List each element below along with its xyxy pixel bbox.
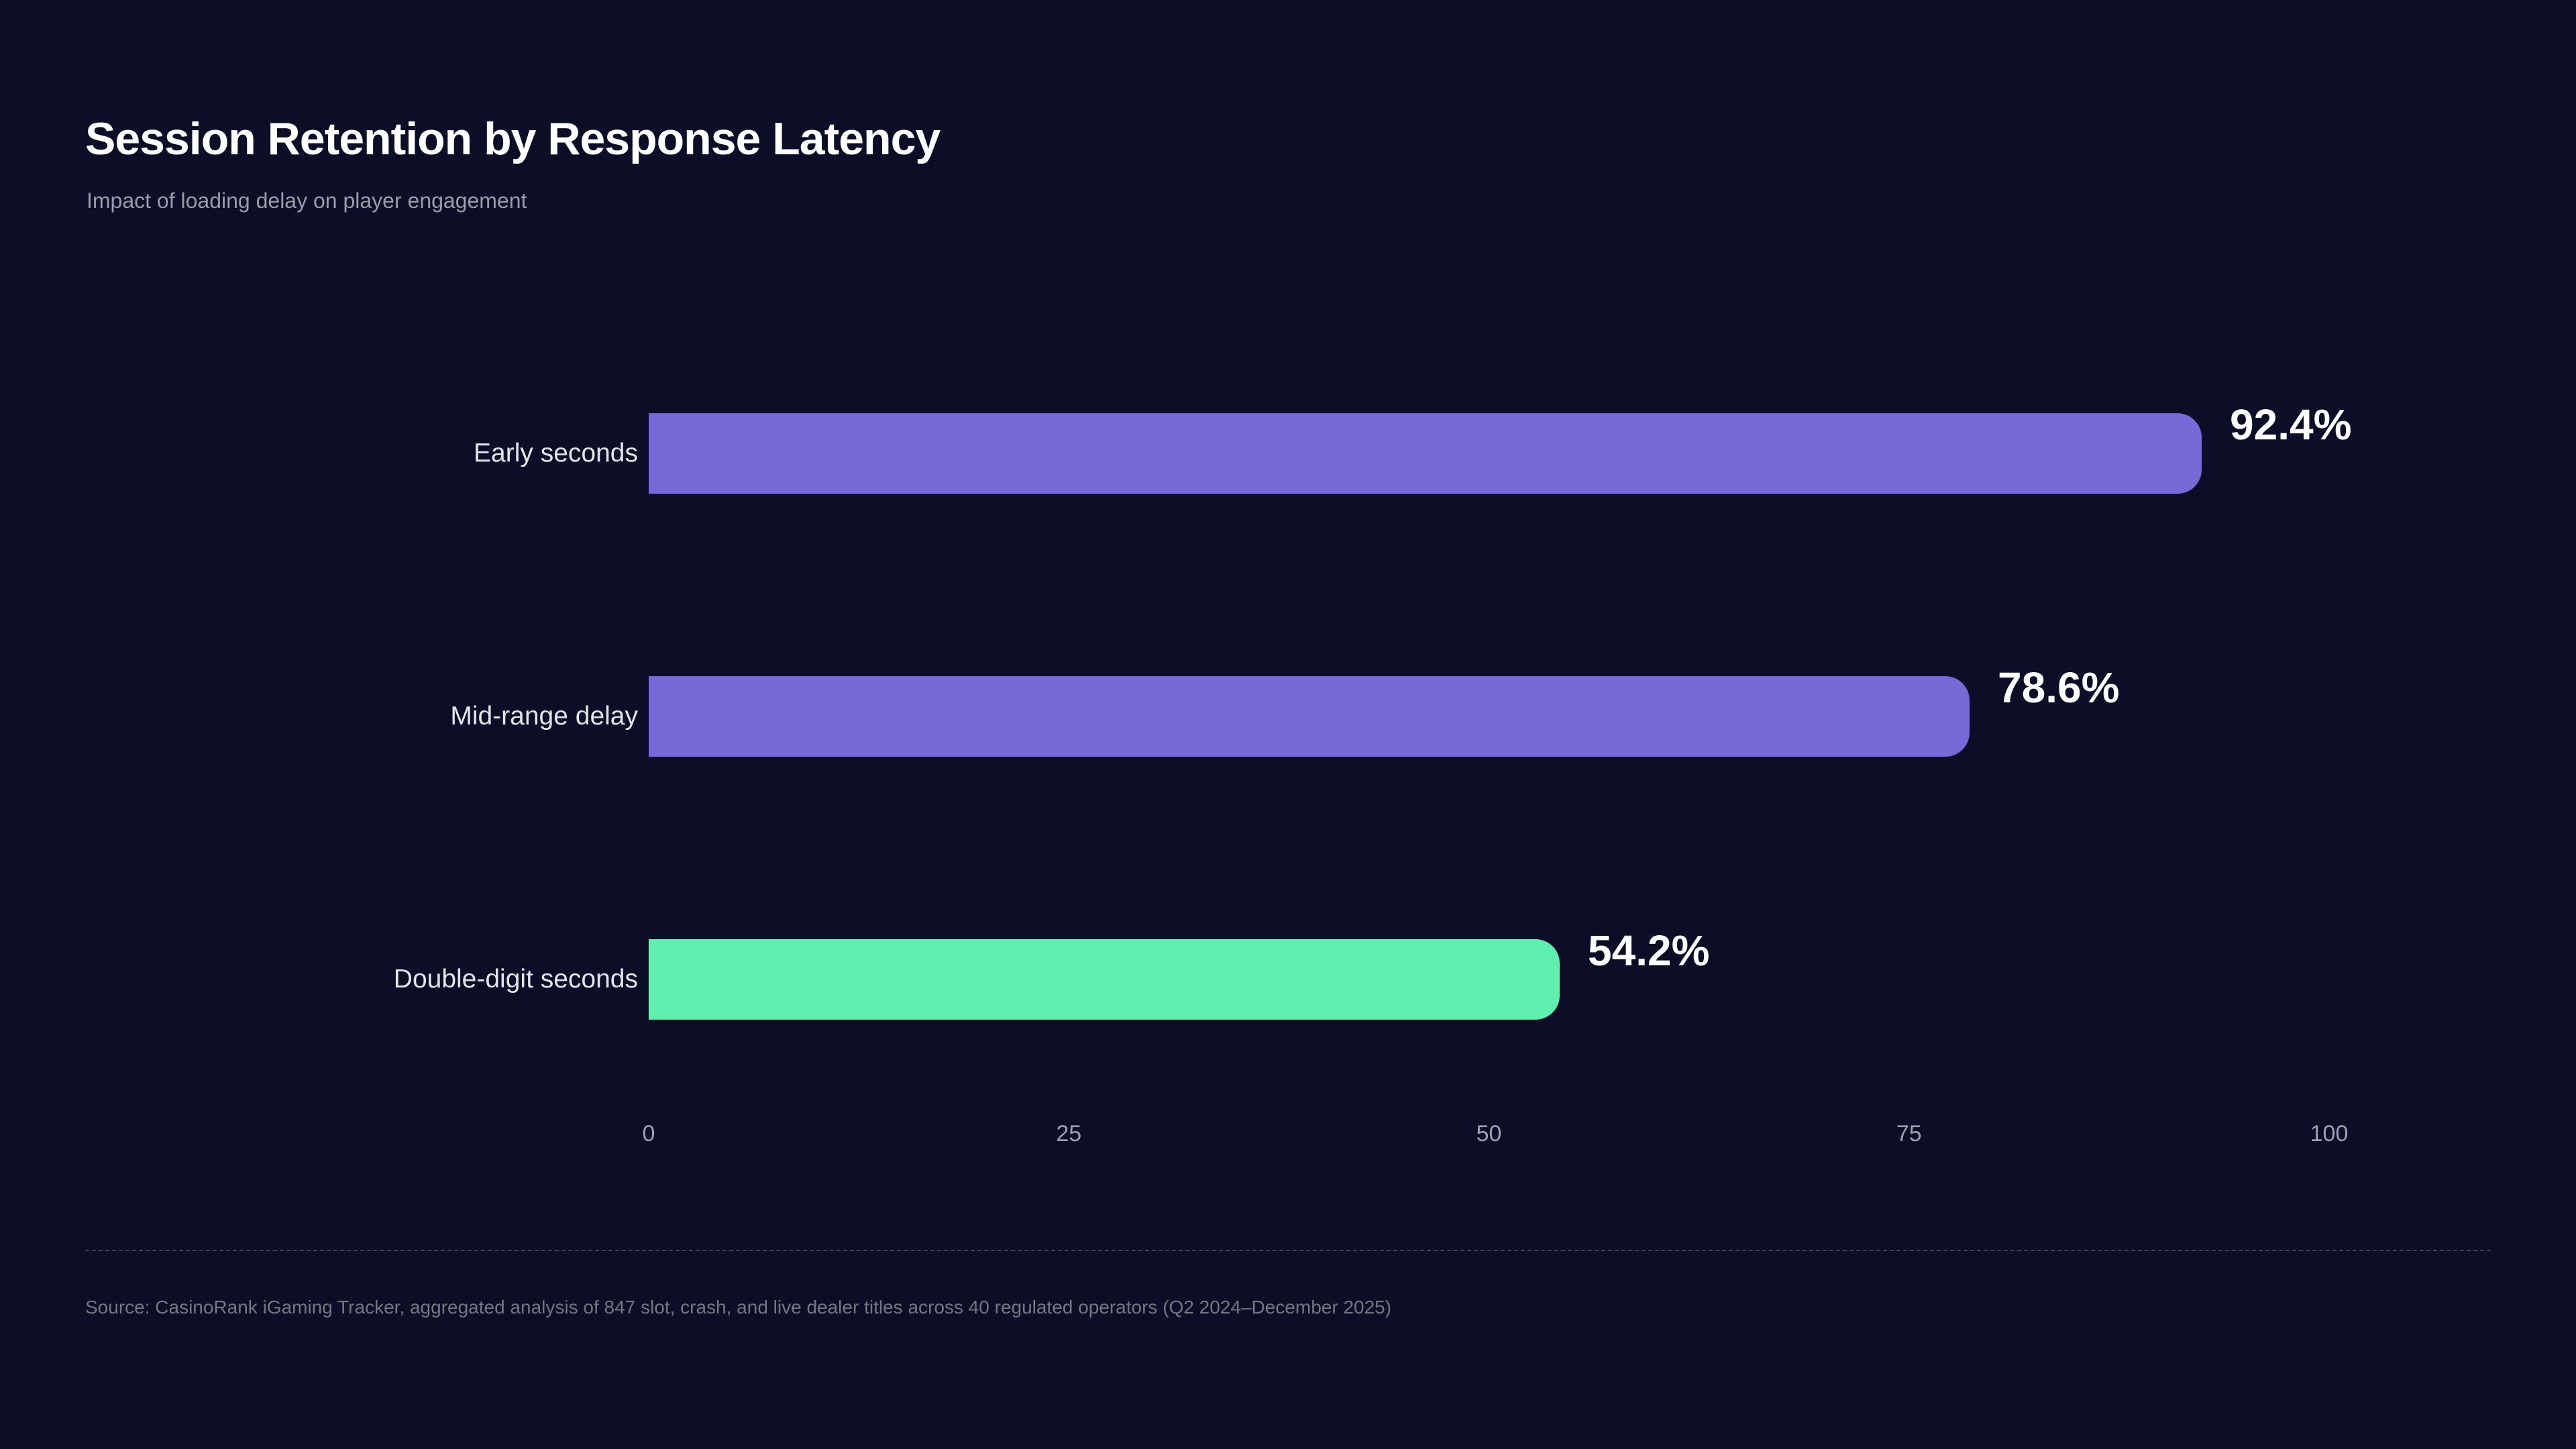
bar-segment [649,413,2202,494]
value-label: 54.2% [1588,926,1710,975]
category-label: Mid-range delay [450,702,638,731]
chart-title: Session Retention by Response Latency [85,113,941,164]
footer-divider [85,1250,2491,1251]
chart-subtitle: Impact of loading delay on player engage… [87,189,527,213]
source-note: Source: CasinoRank iGaming Tracker, aggr… [85,1297,1392,1318]
category-label: Early seconds [474,439,638,468]
x-axis-tick-label: 50 [1476,1121,1502,1146]
bar-segment [649,939,1560,1020]
x-axis-tick-label: 25 [1056,1121,1082,1146]
x-axis-tick-label: 100 [2310,1121,2349,1146]
value-label: 92.4% [2230,400,2352,449]
x-axis-tick-label: 75 [1896,1121,1922,1146]
x-axis-tick-label: 0 [642,1121,655,1146]
category-label: Double-digit seconds [393,965,638,994]
bar-segment [649,676,1970,757]
value-label: 78.6% [1998,663,2120,712]
